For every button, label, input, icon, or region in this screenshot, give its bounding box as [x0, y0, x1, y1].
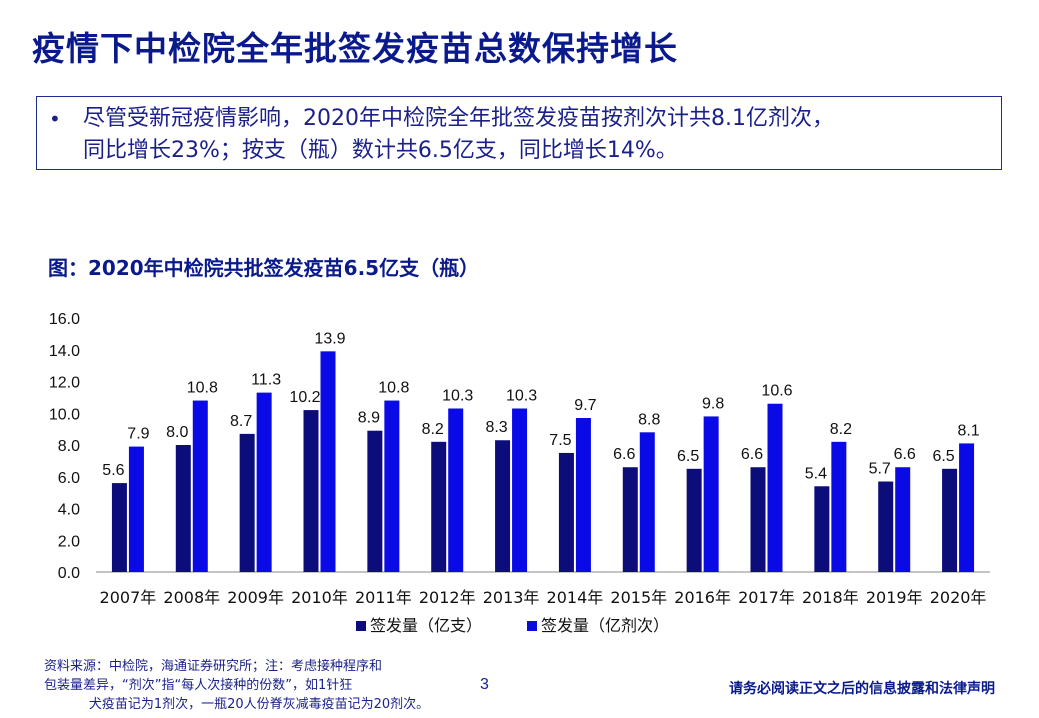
x-tick-label: 2008年 — [163, 588, 220, 607]
chart-title: 图：2020年中检院共批签发疫苗6.5亿支（瓶） — [48, 256, 480, 280]
bar-series-1 — [878, 481, 894, 572]
data-label: 10.2 — [289, 389, 320, 406]
data-label: 10.3 — [506, 387, 537, 404]
bar-series-1 — [111, 483, 127, 572]
x-tick-label: 2018年 — [802, 588, 859, 607]
bar-series-2 — [959, 443, 975, 572]
x-tick-label: 2011年 — [355, 588, 412, 607]
data-label: 11.3 — [251, 372, 281, 389]
summary-line-1: 尽管受新冠疫情影响，2020年中检院全年批签发疫苗按剂次计共8.1亿剂次， — [83, 106, 834, 131]
x-tick-label: 2017年 — [738, 588, 795, 607]
x-tick-label: 2020年 — [930, 588, 987, 607]
bar-series-2 — [767, 403, 783, 572]
data-label: 10.8 — [187, 380, 218, 397]
bar-series-2 — [448, 408, 464, 572]
data-label: 8.1 — [957, 422, 979, 439]
y-tick-label: 4.0 — [58, 502, 80, 519]
bar-series-2 — [256, 392, 272, 572]
bar-series-1 — [367, 430, 383, 572]
bar-series-1 — [495, 440, 511, 572]
data-label: 7.5 — [549, 432, 571, 449]
legal-disclaimer: 请务必阅读正文之后的信息披露和法律声明 — [729, 681, 995, 697]
bar-series-1 — [558, 452, 574, 572]
x-tick-label: 2014年 — [547, 588, 604, 607]
source-footnote: 资料来源：中检院，海通证券研究所；注：考虑接种程序和 包装量差异，“剂次”指“每… — [44, 657, 474, 714]
y-tick-label: 12.0 — [49, 375, 80, 392]
data-label: 6.6 — [741, 446, 763, 463]
bar-series-1 — [175, 445, 191, 572]
slide-title: 疫情下中检院全年批签发疫苗总数保持增长 — [32, 29, 678, 68]
data-label: 10.8 — [378, 380, 409, 397]
bullet-marker: • — [49, 107, 61, 131]
bar-series-1 — [431, 441, 447, 572]
page-number: 3 — [480, 676, 489, 693]
data-label: 5.6 — [102, 462, 124, 479]
y-tick-label: 16.0 — [49, 311, 80, 328]
y-tick-label: 10.0 — [49, 406, 80, 423]
bar-series-1 — [622, 467, 638, 572]
bar-series-1 — [942, 468, 958, 572]
data-label: 9.7 — [574, 397, 596, 414]
y-tick-label: 6.0 — [58, 470, 80, 487]
bar-series-1 — [239, 433, 255, 572]
bar-series-2 — [575, 418, 591, 572]
footnote-line-3: 犬疫苗记为1剂次，一瓶20人份脊灰减毒疫苗记为20剂次。 — [88, 697, 430, 712]
data-label: 8.2 — [422, 421, 444, 438]
data-label: 8.2 — [830, 421, 852, 438]
data-label: 10.6 — [761, 383, 792, 400]
bar-series-1 — [303, 410, 319, 572]
x-tick-label: 2009年 — [227, 588, 284, 607]
x-tick-label: 2016年 — [674, 588, 731, 607]
x-tick-label: 2010年 — [291, 588, 348, 607]
bar-series-1 — [750, 467, 766, 572]
data-label: 9.8 — [702, 395, 724, 412]
data-label: 7.9 — [127, 426, 149, 443]
legend-swatch — [527, 621, 537, 631]
y-tick-label: 0.0 — [58, 565, 80, 582]
bar-series-1 — [686, 468, 702, 572]
legend-swatch — [356, 621, 366, 631]
bar-series-2 — [703, 416, 719, 572]
data-label: 8.9 — [358, 410, 380, 427]
data-label: 8.3 — [485, 419, 507, 436]
data-label: 10.3 — [442, 387, 473, 404]
x-tick-label: 2015年 — [610, 588, 667, 607]
bar-series-2 — [831, 441, 847, 572]
bar-series-2 — [895, 467, 911, 572]
bar-series-2 — [384, 400, 400, 572]
data-label: 8.0 — [166, 424, 188, 441]
summary-box: • 尽管受新冠疫情影响，2020年中检院全年批签发疫苗按剂次计共8.1亿剂次， … — [36, 96, 1002, 170]
data-label: 6.6 — [894, 446, 916, 463]
x-tick-label: 2007年 — [100, 588, 157, 607]
data-label: 8.8 — [638, 411, 660, 428]
data-label: 5.7 — [869, 461, 891, 478]
legend-label: 签发量（亿支） — [370, 616, 482, 635]
x-tick-label: 2012年 — [419, 588, 476, 607]
y-tick-label: 14.0 — [49, 343, 80, 360]
footnote-line-1: 资料来源：中检院，海通证券研究所；注：考虑接种程序和 — [44, 659, 383, 674]
data-label: 5.4 — [805, 465, 827, 482]
x-tick-label: 2013年 — [483, 588, 540, 607]
data-label: 6.6 — [613, 446, 635, 463]
data-label: 6.5 — [932, 448, 954, 465]
data-label: 6.5 — [677, 448, 699, 465]
footnote-line-2: 包装量差异，“剂次”指“每人次接种的份数”，如1针狂 — [44, 678, 353, 693]
legend-label: 签发量（亿剂次） — [541, 616, 669, 635]
y-tick-label: 2.0 — [58, 533, 80, 550]
x-tick-label: 2019年 — [866, 588, 923, 607]
bar-series-2 — [320, 351, 336, 572]
bar-series-2 — [512, 408, 528, 572]
data-label: 13.9 — [314, 330, 345, 347]
bar-series-2 — [639, 432, 655, 572]
summary-line-2: 同比增长23%；按支（瓶）数计共6.5亿支，同比增长14%。 — [83, 138, 678, 163]
bar-series-2 — [128, 446, 144, 572]
bar-series-1 — [814, 486, 830, 572]
y-tick-label: 8.0 — [58, 438, 80, 455]
data-label: 8.7 — [230, 413, 252, 430]
bar-series-2 — [192, 400, 208, 572]
